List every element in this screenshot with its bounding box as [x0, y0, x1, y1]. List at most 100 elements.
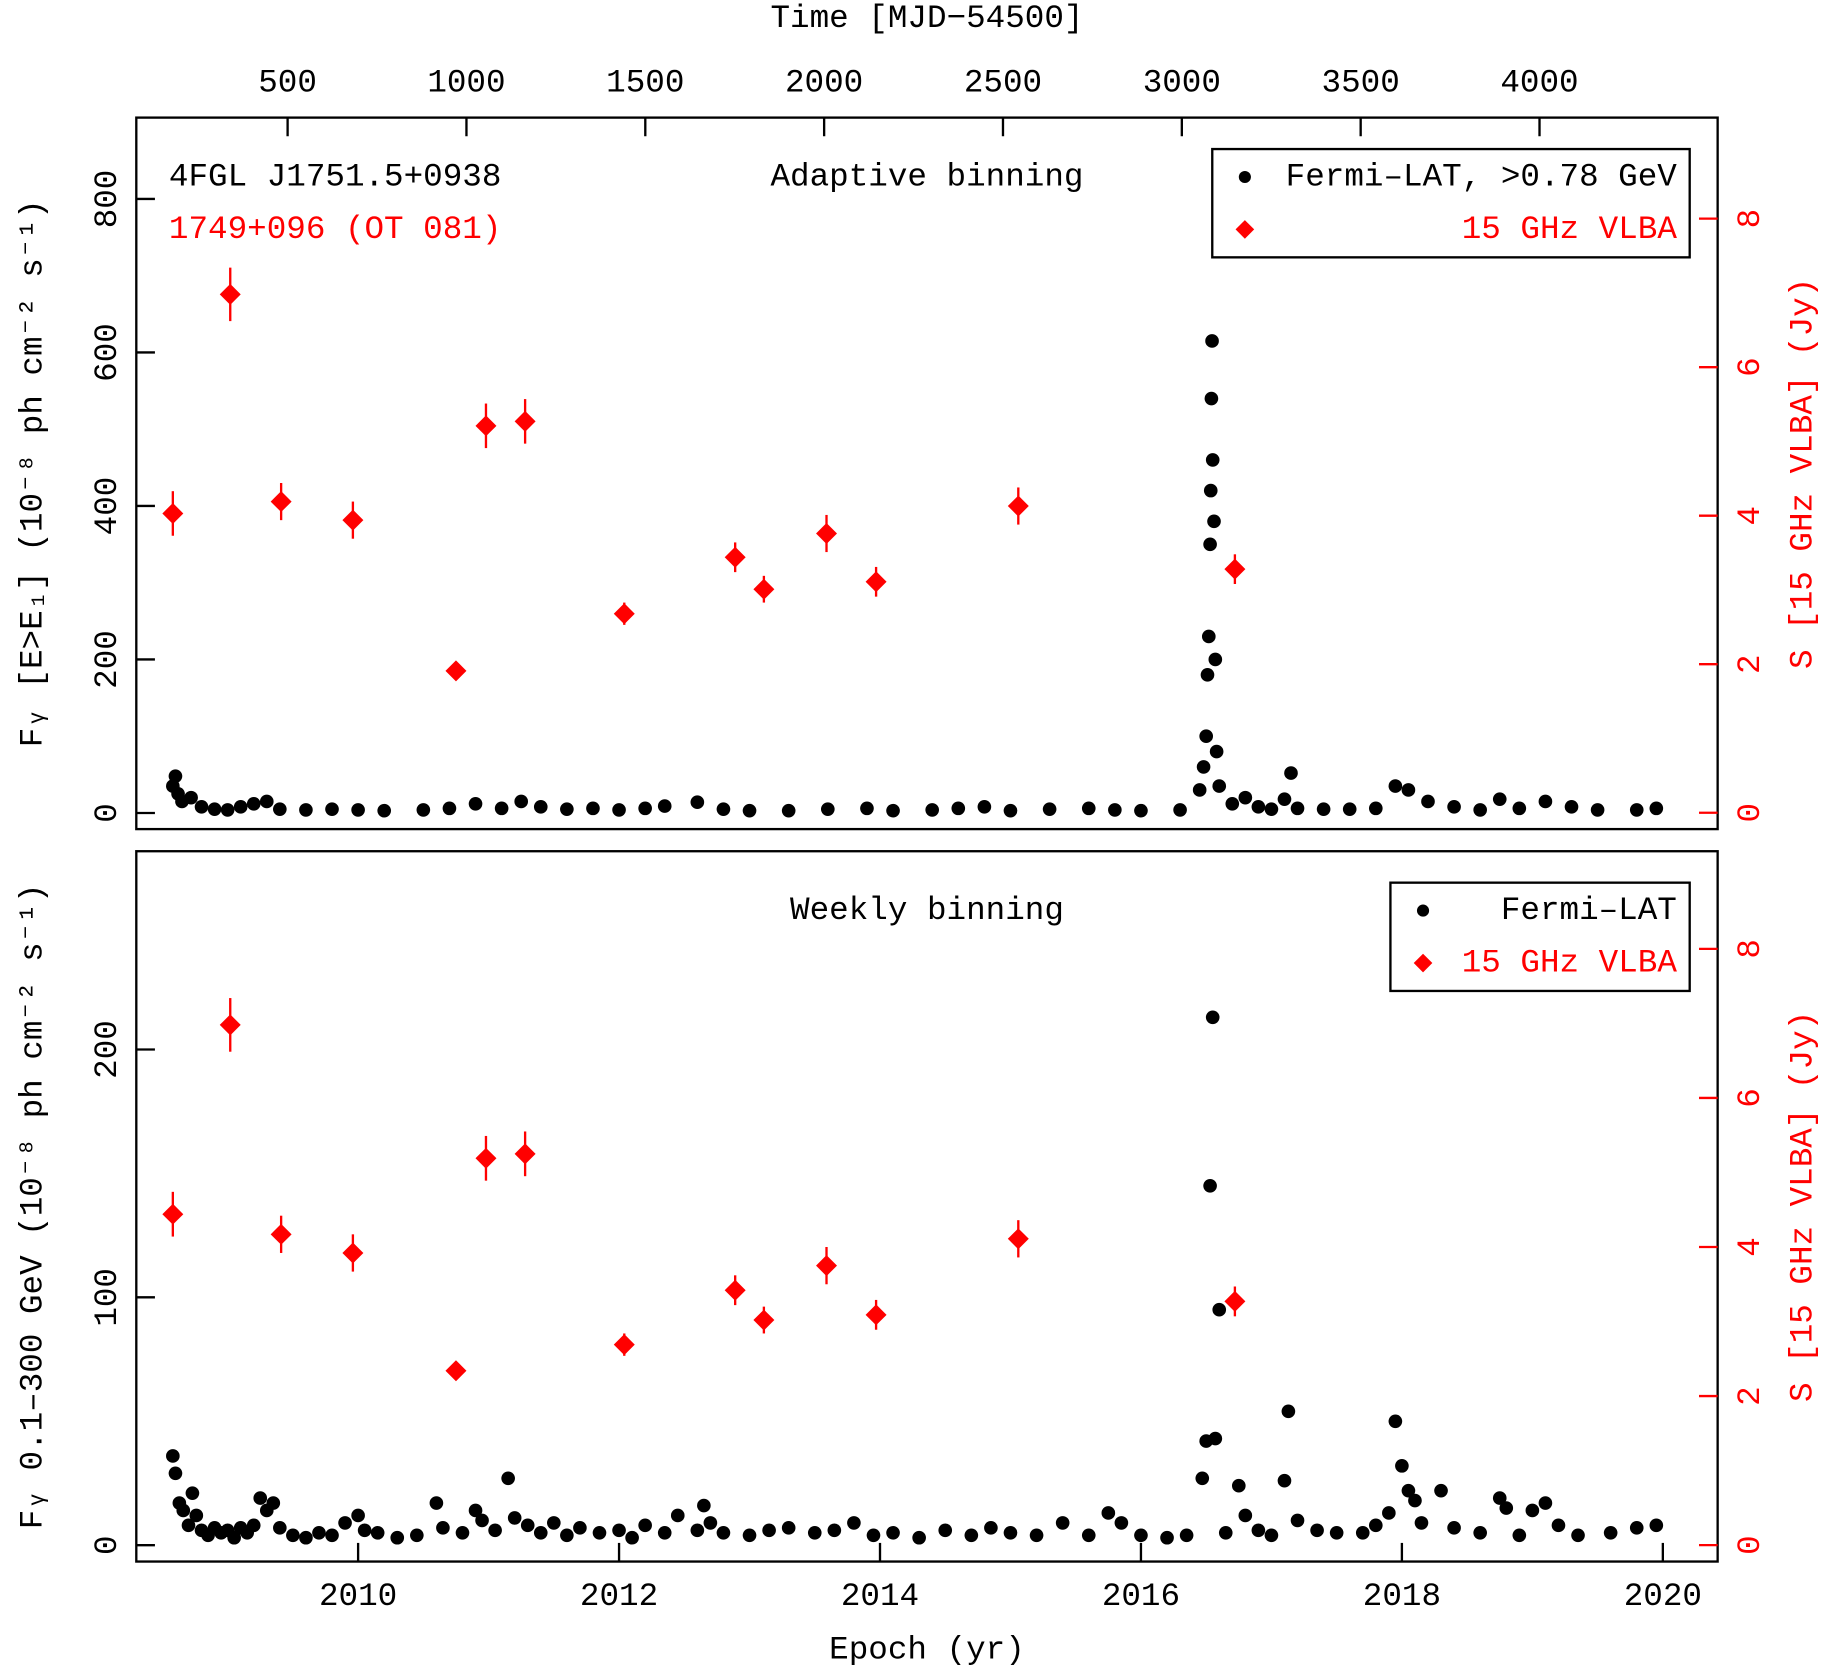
circle-marker — [925, 803, 940, 817]
circle-marker — [781, 803, 796, 818]
circle-marker — [1205, 453, 1220, 467]
diamond-marker — [865, 571, 887, 593]
circle-marker — [351, 803, 365, 817]
circle-marker — [592, 1525, 607, 1540]
diamond-marker — [724, 1279, 746, 1301]
circle-marker — [1603, 1525, 1618, 1540]
circle-marker — [468, 1503, 483, 1518]
circle-marker — [1447, 800, 1461, 814]
y-tick-label: 600 — [89, 323, 126, 382]
circle-marker — [194, 800, 209, 814]
circle-marker — [657, 799, 672, 813]
circle-marker — [886, 1525, 900, 1540]
circle-marker — [807, 1525, 822, 1540]
circle-marker — [1649, 801, 1664, 816]
circle-marker — [1251, 1523, 1266, 1538]
diamond-marker — [1224, 1290, 1246, 1312]
y-tick-label: 200 — [89, 1020, 126, 1079]
circle-marker — [1590, 803, 1605, 817]
circle-marker — [1081, 1528, 1096, 1543]
circle-marker — [246, 1518, 261, 1533]
diamond-marker — [475, 1147, 497, 1169]
circle-marker — [1205, 334, 1219, 348]
circle-marker — [1551, 1518, 1566, 1533]
circle-marker — [1203, 483, 1218, 498]
x-tick-label: 2012 — [580, 1578, 658, 1615]
circle-marker — [547, 1516, 561, 1530]
circle-marker — [742, 1528, 757, 1543]
diamond-marker — [1235, 220, 1255, 239]
circle-marker — [1003, 803, 1018, 818]
circle-marker — [964, 1528, 979, 1543]
circle-marker — [1382, 1506, 1396, 1520]
circle-marker — [1207, 514, 1221, 529]
diamond-marker — [816, 1255, 837, 1277]
circle-marker — [1101, 1506, 1116, 1520]
legend-label: 15 GHz VLBA — [1462, 211, 1678, 248]
y-tick-label: 100 — [89, 1268, 126, 1327]
legend-box — [1389, 881, 1691, 993]
y2-tick-label: 4 — [1732, 506, 1769, 526]
diamond-marker — [1007, 495, 1029, 517]
legend-label: Fermi–LAT — [1501, 892, 1677, 929]
circle-marker — [938, 1523, 953, 1538]
circle-marker — [176, 1503, 191, 1518]
diamond-marker — [865, 1304, 887, 1326]
diamond-marker — [270, 491, 292, 513]
legend-label: Fermi–LAT, >0.78 GeV — [1286, 159, 1678, 196]
circle-marker — [442, 801, 457, 816]
x2-tick-label: 1000 — [427, 64, 505, 101]
circle-marker — [1421, 794, 1435, 809]
diamond-marker — [445, 1360, 467, 1382]
circle-marker — [286, 1528, 300, 1543]
circle-marker — [1196, 760, 1211, 774]
diamond-marker — [753, 578, 775, 600]
circle-marker — [514, 794, 529, 809]
circle-marker — [1342, 802, 1357, 816]
circle-marker — [984, 1521, 998, 1535]
circle-marker — [207, 802, 222, 816]
circle-marker — [821, 802, 835, 816]
circle-marker — [168, 1466, 183, 1481]
y2-tick-label: 2 — [1732, 1386, 1769, 1406]
circle-marker — [1238, 790, 1253, 805]
y2-tick-label: 4 — [1732, 1237, 1769, 1257]
circle-marker — [1134, 803, 1148, 818]
circle-marker — [886, 803, 900, 818]
circle-marker — [1108, 803, 1122, 817]
circle-marker — [1368, 801, 1383, 816]
circle-marker — [299, 1530, 313, 1545]
y2-tick-label: 2 — [1732, 654, 1769, 674]
circle-marker — [866, 1528, 881, 1543]
circle-marker — [227, 1530, 241, 1545]
diamond-marker — [445, 660, 467, 682]
circle-marker — [1492, 792, 1507, 806]
circle-marker — [1329, 1525, 1344, 1540]
x2-tick-label: 500 — [258, 64, 317, 101]
circle-marker — [501, 1471, 515, 1486]
circle-marker — [1277, 1473, 1292, 1488]
circle-marker — [1042, 802, 1057, 816]
circle-marker — [273, 802, 287, 816]
circle-marker — [1629, 803, 1644, 817]
circle-marker — [1203, 537, 1217, 552]
panel-title: Adaptive binning — [770, 159, 1083, 196]
circle-marker — [338, 1516, 352, 1530]
circle-marker — [1081, 801, 1096, 816]
x2-tick-label: 4000 — [1500, 64, 1578, 101]
circle-marker — [1199, 729, 1213, 744]
x-tick-label: 2018 — [1363, 1578, 1441, 1615]
circle-marker — [1208, 652, 1223, 667]
y2-tick-label: 0 — [1732, 1535, 1769, 1555]
legend-box — [1211, 147, 1691, 259]
circle-marker — [762, 1523, 776, 1538]
panel-frame — [135, 850, 1719, 1563]
circle-marker — [612, 803, 626, 817]
circle-marker — [1208, 1431, 1223, 1446]
circle-marker — [168, 769, 183, 783]
circle-marker — [416, 803, 431, 817]
circle-marker — [638, 1518, 652, 1533]
circle-marker — [312, 1525, 326, 1540]
circle-marker — [1195, 1471, 1210, 1486]
